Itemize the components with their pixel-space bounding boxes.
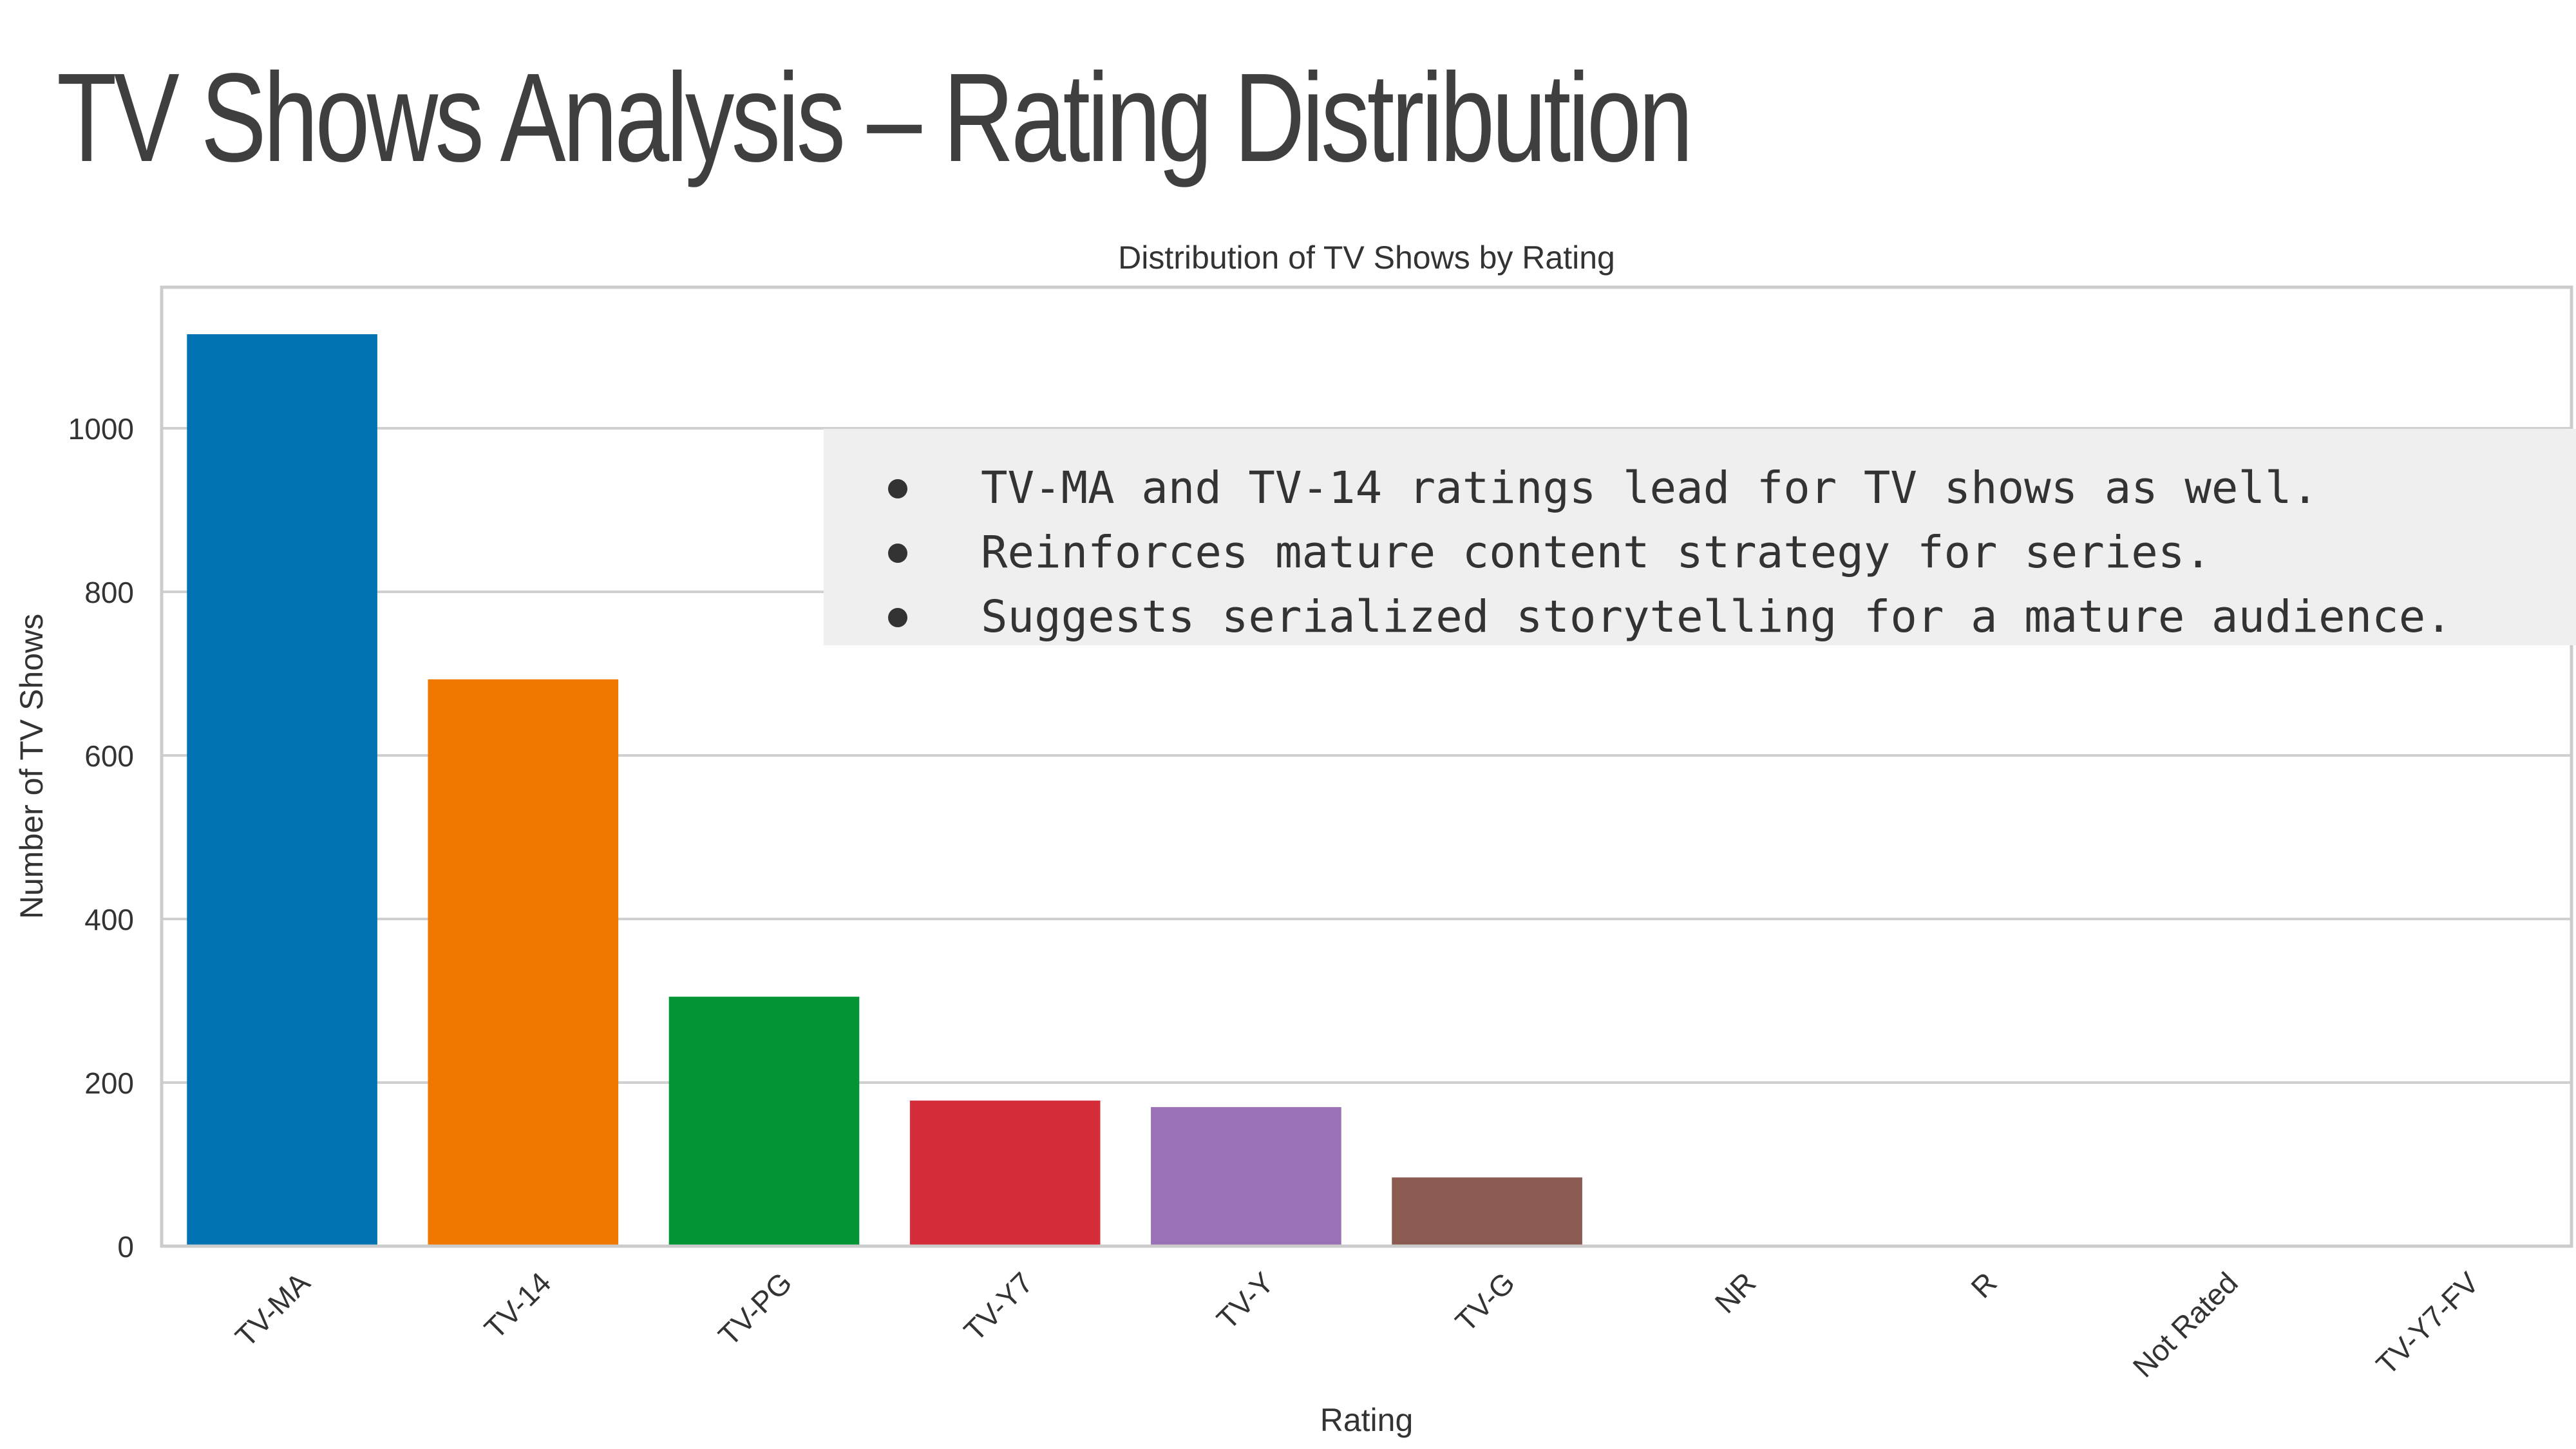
x-tick-label: NR bbox=[1709, 1265, 1763, 1320]
y-tick-label: 800 bbox=[84, 576, 134, 609]
insight-item: Suggests serialized storytelling for a m… bbox=[888, 585, 2576, 649]
x-tick-label: R bbox=[1964, 1265, 2003, 1304]
y-tick-label: 200 bbox=[84, 1066, 134, 1100]
y-tick-label: 600 bbox=[84, 739, 134, 773]
x-tick-label: Not Rated bbox=[2126, 1265, 2244, 1383]
key-insights-box: TV-MA and TV-14 ratings lead for TV show… bbox=[824, 429, 2576, 645]
bar-tv-y7 bbox=[909, 1100, 1101, 1246]
x-axis-label: Rating bbox=[1320, 1402, 1414, 1438]
insights-list: TV-MA and TV-14 ratings lead for TV show… bbox=[888, 456, 2576, 649]
chart-title: Distribution of TV Shows by Rating bbox=[1118, 240, 1615, 276]
bar-tv-y bbox=[1151, 1107, 1341, 1246]
insight-text: Suggests serialized storytelling for a m… bbox=[981, 591, 2452, 643]
x-tick-labels: TV-MA TV-14 TV-PG TV-Y7 TV-Y TV-G NR R Not Rated… bbox=[229, 1265, 2485, 1383]
x-tick-label: TV-Y7 bbox=[958, 1265, 1039, 1347]
x-tick-label: TV-PG bbox=[712, 1265, 798, 1352]
bullet-icon bbox=[888, 544, 907, 563]
x-tick-label: TV-MA bbox=[229, 1265, 316, 1353]
y-axis-label: Number of TV Shows bbox=[14, 614, 50, 919]
insight-item: Reinforces mature content strategy for s… bbox=[888, 520, 2576, 585]
slide-title: TV Shows Analysis – Rating Distribution bbox=[57, 47, 1693, 188]
bullet-icon bbox=[888, 479, 907, 498]
insight-item: TV-MA and TV-14 ratings lead for TV show… bbox=[888, 456, 2576, 520]
y-tick-label: 1000 bbox=[68, 412, 134, 446]
bar-tv-pg bbox=[668, 996, 860, 1246]
y-tick-label: 0 bbox=[117, 1230, 134, 1264]
bar-tv-14 bbox=[428, 679, 619, 1246]
y-tick-labels: 0 200 400 600 800 1000 bbox=[68, 412, 134, 1264]
bar-tv-ma bbox=[187, 334, 377, 1247]
bars bbox=[187, 334, 2546, 1247]
insight-text: TV-MA and TV-14 ratings lead for TV show… bbox=[981, 462, 2319, 514]
x-tick-label: TV-G bbox=[1448, 1265, 1521, 1338]
x-tick-label: TV-Y bbox=[1210, 1265, 1280, 1336]
x-tick-label: TV-Y7-FV bbox=[2369, 1265, 2485, 1381]
bar-tv-g bbox=[1392, 1177, 1582, 1246]
y-tick-label: 400 bbox=[84, 903, 134, 936]
bullet-icon bbox=[888, 608, 907, 627]
plot-frame bbox=[160, 285, 2573, 1248]
insight-text: Reinforces mature content strategy for s… bbox=[981, 527, 2211, 578]
x-tick-label: TV-14 bbox=[478, 1265, 558, 1345]
